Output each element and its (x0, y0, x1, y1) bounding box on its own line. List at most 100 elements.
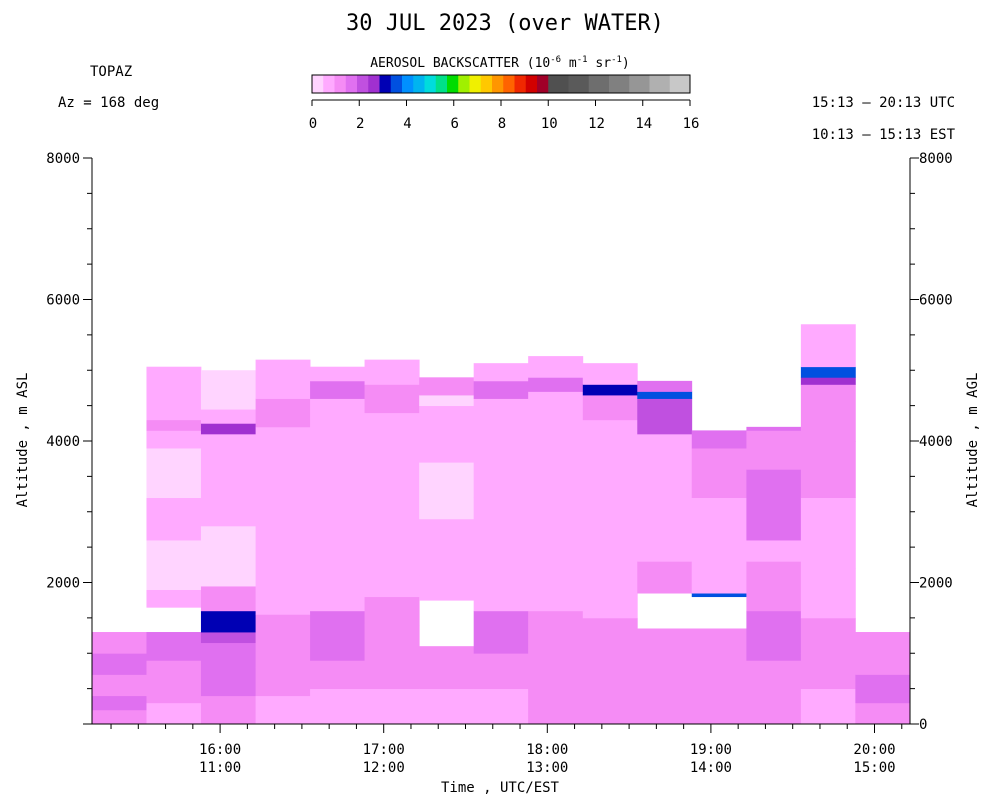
backscatter-cell (200, 667, 256, 697)
colorbar-segment (609, 75, 630, 93)
backscatter-cell (200, 642, 256, 668)
colorbar: 0 2 4 6 8 10 12 14 16 (309, 74, 699, 132)
backscatter-cell (473, 433, 529, 498)
colorbar-segment (537, 75, 549, 93)
backscatter-cell (637, 561, 693, 594)
backscatter-cell (92, 653, 147, 675)
profile-column (528, 356, 584, 725)
colorbar-segment (390, 75, 403, 93)
azimuth-label: Az = 168 deg (58, 95, 159, 111)
backscatter-cell (800, 366, 856, 378)
colorbar-segment (669, 75, 691, 93)
backscatter-cell (528, 441, 584, 498)
time-range-utc: 15:13 – 20:13 UTC (812, 95, 955, 111)
colorbar-segment (629, 75, 650, 93)
colorbar-segment (525, 75, 538, 93)
backscatter-cell (310, 455, 365, 520)
backscatter-cell (800, 377, 856, 385)
backscatter-cell (255, 476, 311, 527)
backscatter-cell (200, 476, 256, 527)
colorbar-segment (357, 75, 369, 93)
x-tick-label-est: 14:00 (690, 760, 732, 776)
backscatter-cell (637, 398, 693, 435)
backscatter-cell (310, 398, 365, 421)
y-tick-label-left: 6000 (46, 293, 80, 309)
backscatter-cell (582, 395, 638, 421)
backscatter-cell (419, 405, 475, 421)
colorbar-segment (402, 75, 414, 93)
backscatter-cell (92, 695, 147, 711)
backscatter-cell (473, 610, 529, 654)
x-tick-label-utc: 18:00 (526, 742, 568, 758)
colorbar-tick-label: 0 (309, 116, 317, 132)
colorbar-segment (469, 75, 482, 93)
backscatter-cell (528, 377, 584, 392)
backscatter-cell (419, 646, 475, 690)
profile-column (255, 359, 311, 725)
backscatter-cell (200, 632, 256, 644)
backscatter-cell (419, 518, 475, 576)
profile-column (746, 426, 802, 725)
backscatter-cell (582, 419, 638, 470)
backscatter-cell (419, 419, 475, 463)
backscatter-cell (637, 391, 693, 399)
y-tick-label-left: 2000 (46, 576, 80, 592)
profile-column (582, 363, 638, 725)
backscatter-cell (255, 695, 311, 725)
colorbar-segment (588, 75, 610, 93)
backscatter-cell (200, 370, 256, 410)
backscatter-cell (364, 359, 420, 385)
backscatter-cell (746, 426, 802, 431)
backscatter-cell (582, 646, 638, 690)
x-tick-label-utc: 16:00 (199, 742, 241, 758)
backscatter-cell (200, 695, 256, 725)
colorbar-segment (345, 75, 358, 93)
backscatter-cell (200, 586, 256, 612)
colorbar-tick-label: 4 (403, 116, 411, 132)
colorbar-title: AEROSOL BACKSCATTER (10-6 m-1 sr-1) (370, 55, 630, 71)
y-tick-label-right: 2000 (919, 576, 953, 592)
profile-column (92, 632, 147, 725)
plot-area: 2000 4000 6000 8000 0 2000 4000 6000 8000 16:00 11… (46, 151, 952, 776)
backscatter-cell (200, 610, 256, 633)
backscatter-cell (255, 614, 311, 668)
backscatter-cell (528, 646, 584, 690)
colorbar-segment (514, 75, 527, 93)
backscatter-cell (800, 688, 856, 725)
backscatter-cell (691, 430, 747, 449)
backscatter-cell (855, 702, 911, 725)
backscatter-cell (419, 688, 475, 725)
y-tick-label-left: 4000 (46, 434, 80, 450)
y-axis-label-left: Altitude , m ASL (15, 373, 31, 508)
backscatter-cell (746, 430, 802, 470)
backscatter-cell (582, 589, 638, 619)
colorbar-tick-label: 14 (635, 116, 652, 132)
backscatter-cell (146, 589, 202, 608)
backscatter-cell (255, 582, 311, 615)
backscatter-cell (637, 628, 693, 654)
colorbar-segment (413, 75, 425, 93)
backscatter-cell (746, 660, 802, 697)
backscatter-cell (364, 624, 420, 654)
backscatter-cell (637, 688, 693, 725)
backscatter-cell (310, 419, 365, 456)
colorbar-tick-label: 2 (356, 116, 364, 132)
backscatter-cell (637, 653, 693, 690)
backscatter-cell (419, 395, 475, 407)
backscatter-cell (146, 540, 202, 590)
backscatter-cell (582, 384, 638, 396)
y-tick-label-right: 6000 (919, 293, 953, 309)
backscatter-cell (364, 412, 420, 435)
backscatter-cell (473, 398, 529, 435)
colorbar-segment (424, 75, 437, 93)
backscatter-cell (800, 324, 856, 368)
backscatter-cell (364, 596, 420, 626)
backscatter-cell (691, 554, 747, 594)
backscatter-cell (364, 653, 420, 690)
backscatter-cell (364, 433, 420, 527)
backscatter-cell (637, 518, 693, 562)
backscatter-cell (200, 433, 256, 477)
backscatter-cell (582, 532, 638, 590)
backscatter-cell (855, 653, 911, 675)
